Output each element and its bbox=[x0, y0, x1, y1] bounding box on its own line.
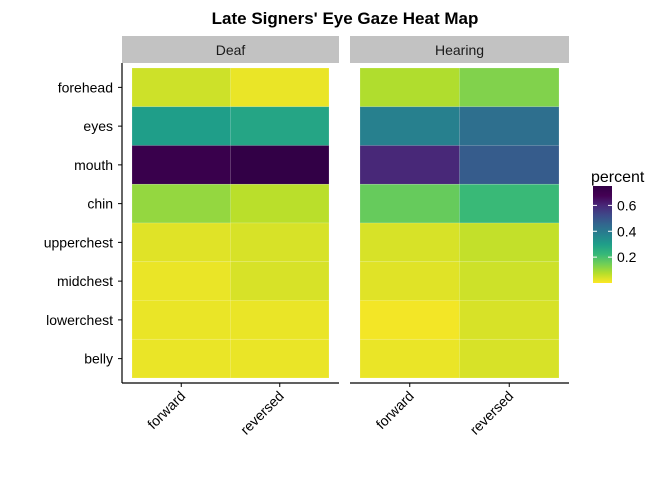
facet-strip-hearing bbox=[350, 36, 569, 63]
chart-title: Late Signers' Eye Gaze Heat Map bbox=[212, 9, 479, 28]
heatmap-cell bbox=[459, 67, 560, 108]
heatmap-cell bbox=[230, 300, 330, 340]
heatmap-cell bbox=[230, 222, 330, 263]
heatmap-cell bbox=[131, 145, 231, 185]
heatmap-cell bbox=[359, 106, 460, 146]
heatmap-cell bbox=[230, 338, 330, 379]
x-tick-label: forward bbox=[373, 388, 417, 432]
heatmap-cell bbox=[459, 106, 560, 146]
heatmap-cell bbox=[131, 183, 231, 224]
heatmap-cell bbox=[359, 183, 460, 224]
y-tick-label: mouth bbox=[74, 157, 113, 173]
legend-tick-label: 0.2 bbox=[617, 249, 637, 265]
heatmap-cell bbox=[459, 145, 560, 185]
color-legend: percent 0.2 0.4 0.6 bbox=[591, 169, 645, 283]
heatmap-cell bbox=[459, 338, 560, 379]
heatmap-cell bbox=[131, 261, 231, 301]
y-tick-label: upperchest bbox=[44, 234, 113, 250]
heatmap-cell bbox=[230, 106, 330, 146]
facet-strip-deaf bbox=[122, 36, 339, 63]
heatmap-cell bbox=[359, 145, 460, 185]
heatmap-cell bbox=[359, 261, 460, 301]
facet-label: Hearing bbox=[435, 42, 484, 58]
heatmap-cell bbox=[459, 183, 560, 224]
y-tick-label: chin bbox=[87, 196, 113, 212]
heatmap-cell bbox=[459, 300, 560, 340]
heatmap-cell bbox=[359, 222, 460, 263]
y-tick-label: midchest bbox=[57, 273, 113, 289]
heatmap-cell bbox=[359, 300, 460, 340]
heatmap-cell bbox=[131, 300, 231, 340]
axes bbox=[118, 63, 569, 387]
legend-title: percent bbox=[591, 169, 645, 186]
heatmap-cell bbox=[230, 67, 330, 108]
heatmap-cell bbox=[131, 67, 231, 108]
heatmap-cell bbox=[131, 106, 231, 146]
heatmap-cell bbox=[359, 67, 460, 108]
x-tick-label: reversed bbox=[237, 388, 287, 438]
heatmap-cell bbox=[230, 261, 330, 301]
legend-tick-label: 0.6 bbox=[617, 197, 637, 213]
facet-label: Deaf bbox=[216, 42, 246, 58]
x-tick-label: reversed bbox=[467, 388, 517, 438]
y-tick-label: eyes bbox=[83, 118, 113, 134]
heatmap-cell bbox=[230, 183, 330, 224]
y-tick-label: lowerchest bbox=[46, 312, 113, 328]
legend-ticks: 0.2 0.4 0.6 bbox=[593, 197, 637, 265]
heatmap-cell bbox=[459, 222, 560, 263]
x-tick-labels: forward reversed forward reversed bbox=[144, 388, 516, 438]
x-tick-label: forward bbox=[144, 388, 188, 432]
y-tick-label: belly bbox=[84, 351, 113, 367]
legend-tick-label: 0.4 bbox=[617, 223, 637, 239]
heatmap-cell bbox=[131, 338, 231, 379]
facet-strips: Deaf Hearing bbox=[122, 36, 569, 63]
heatmap-cell bbox=[131, 222, 231, 263]
heatmap-cells bbox=[131, 67, 560, 379]
heatmap-cell bbox=[459, 261, 560, 301]
y-tick-label: forehead bbox=[58, 79, 113, 95]
heatmap-cell bbox=[230, 145, 330, 185]
legend-colorbar bbox=[593, 186, 612, 283]
heatmap-cell bbox=[359, 338, 460, 379]
y-tick-labels: forehead eyes mouth chin upperchest midchest l… bbox=[44, 79, 113, 366]
